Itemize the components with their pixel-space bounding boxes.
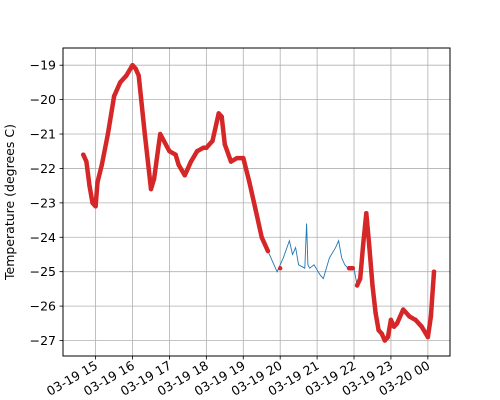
- series-marker-point: [106, 132, 110, 136]
- series-marker-point: [351, 266, 355, 270]
- series-marker-band: [357, 213, 434, 340]
- series-marker-point: [235, 156, 239, 160]
- series-marker-point: [93, 204, 97, 208]
- series-marker-point: [152, 177, 156, 181]
- series-marker-point: [380, 331, 384, 335]
- series-marker-point: [158, 132, 162, 136]
- series-marker-point: [173, 152, 177, 156]
- series-marker-point: [241, 156, 245, 160]
- series-marker-point: [432, 269, 436, 273]
- y-tick-label: −27: [30, 333, 56, 348]
- series-marker-point: [183, 173, 187, 177]
- series-marker-point: [253, 208, 257, 212]
- series-marker-point: [247, 180, 251, 184]
- series-marker-point: [355, 283, 359, 287]
- series-marker-point: [229, 159, 233, 163]
- series-marker-point: [100, 163, 104, 167]
- series-marker-point: [358, 276, 362, 280]
- series-marker-point: [90, 201, 94, 205]
- series-marker-point: [223, 142, 227, 146]
- series-marker-point: [130, 63, 134, 67]
- y-tick-label: −23: [30, 195, 56, 210]
- series-marker-point: [407, 314, 411, 318]
- series-marker-point: [167, 149, 171, 153]
- series-marker-point: [81, 152, 85, 156]
- y-tick-label: −21: [30, 127, 56, 142]
- series-marker-point: [149, 187, 153, 191]
- series-marker-point: [124, 73, 128, 77]
- series-marker-point: [189, 159, 193, 163]
- series-marker-point: [419, 325, 423, 329]
- y-tick-label: −25: [30, 264, 56, 279]
- y-tick-label: −19: [30, 58, 56, 73]
- series-marker-point: [95, 180, 99, 184]
- series-marker-point: [376, 328, 380, 332]
- series-marker-point: [87, 183, 91, 187]
- y-tick-label: −20: [30, 92, 56, 107]
- series-marker-point: [401, 307, 405, 311]
- series-marker-point: [383, 338, 387, 342]
- series-marker-point: [426, 335, 430, 339]
- series-marker-point: [195, 149, 199, 153]
- series-marker-point: [392, 325, 396, 329]
- series-marker-point: [176, 163, 180, 167]
- series-marker-point: [370, 283, 374, 287]
- series-marker-point: [136, 73, 140, 77]
- series-marker-point: [84, 159, 88, 163]
- series-marker-band: [83, 65, 268, 251]
- series-marker-point: [386, 335, 390, 339]
- series-marker-point: [204, 146, 208, 150]
- y-axis-label: Temperature (degrees C): [2, 124, 17, 281]
- plot-frame: [63, 48, 450, 356]
- series-marker-point: [260, 235, 264, 239]
- series-marker-point: [216, 111, 220, 115]
- series-marker-point: [133, 66, 137, 70]
- y-tick-label: −24: [30, 230, 56, 245]
- series-marker-point: [429, 314, 433, 318]
- series-marker-point: [266, 249, 270, 253]
- series-marker-point: [364, 211, 368, 215]
- series-marker-point: [413, 318, 417, 322]
- series-marker-point: [112, 94, 116, 98]
- series-marker-point: [367, 245, 371, 249]
- series-marker-point: [373, 311, 377, 315]
- y-tick-label: −22: [30, 161, 56, 176]
- series-marker-point: [210, 139, 214, 143]
- series-marker-point: [220, 115, 224, 119]
- series-marker-point: [395, 321, 399, 325]
- series-marker-point: [389, 318, 393, 322]
- grid-layer: [63, 48, 450, 356]
- series-marker-point: [118, 80, 122, 84]
- series-marker-point: [143, 132, 147, 136]
- series-marker-point: [278, 266, 282, 270]
- y-tick-label: −26: [30, 299, 56, 314]
- series-marker-point: [361, 242, 365, 246]
